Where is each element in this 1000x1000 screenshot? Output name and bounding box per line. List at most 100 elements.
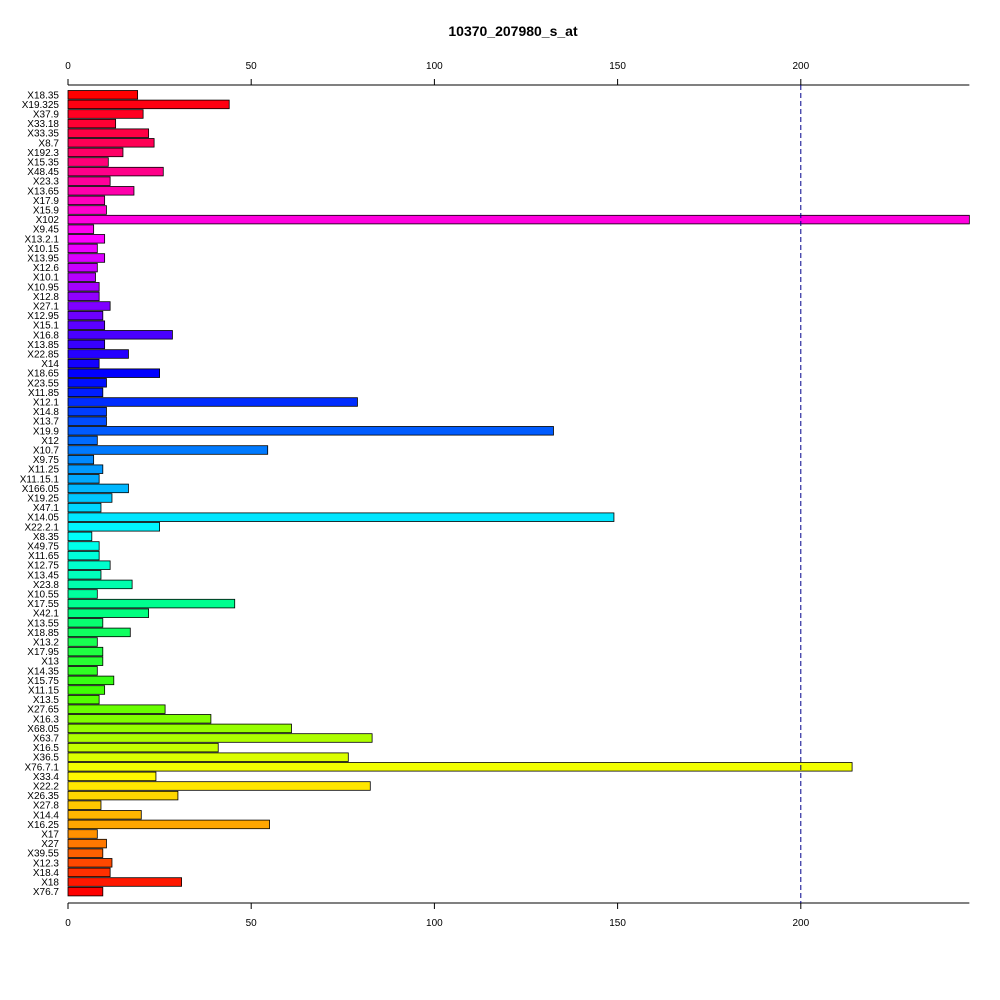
bar [67,522,160,532]
bar [67,493,113,503]
top-tick-label: 100 [426,61,443,72]
bar [67,157,109,167]
bar [67,666,98,676]
bar [67,858,113,868]
category-label: X16.3 [33,714,60,725]
bar [67,675,115,686]
bar [67,166,164,177]
top-tick-label: 150 [609,61,626,72]
bar [67,253,106,263]
category-label: X12.75 [27,561,59,572]
category-label: X18.85 [27,628,59,639]
bar [67,742,219,753]
bottom-tick-label: 150 [609,918,626,929]
category-label: X10.15 [27,244,59,255]
bar [67,550,100,561]
category-label: X102 [36,215,60,226]
category-label: X68.05 [27,724,59,735]
bar [67,368,160,378]
bar [67,234,106,244]
chart-title: 10370_207980_s_at [448,23,578,39]
category-label: X33.35 [27,129,59,140]
bar [67,733,373,743]
bar [67,349,129,359]
category-label: X15.9 [33,206,60,217]
bar [67,838,107,849]
category-label: X27.65 [27,705,59,716]
bar [67,147,124,158]
category-label: X17 [41,830,59,841]
bar [67,598,236,609]
category-label: X23.8 [33,580,60,591]
category-label: X10.1 [33,273,60,284]
bar [67,224,95,234]
category-label: X11.85 [28,388,59,399]
category-label: X23.55 [27,378,59,389]
category-label: X12.3 [33,858,60,869]
category-label: X14.8 [33,407,60,418]
bar [67,877,182,887]
bar [67,829,98,839]
bar [67,339,106,350]
bar [67,282,100,292]
bar [67,810,142,820]
bar [67,426,554,436]
bottom-tick-label: 0 [65,918,71,929]
category-label: X12.95 [27,311,59,322]
bar [67,454,95,465]
category-labels: X18.35X19.325X37.9X33.18X33.35X8.7X192.3… [20,90,60,898]
bar [67,512,615,522]
bottom-tick-label: 100 [426,918,443,929]
category-label: X14.35 [27,666,59,677]
category-label: X14.05 [27,513,59,524]
category-label: X13.95 [27,254,59,265]
bar [67,118,117,129]
category-label: X19.25 [27,494,59,505]
bar [67,378,107,388]
bar [67,128,150,138]
bar [67,195,106,206]
category-label: X9.75 [33,455,60,466]
bar [67,90,139,100]
category-label: X27.1 [33,302,60,313]
bottom-tick-label: 200 [792,918,809,929]
category-label: X13.2 [33,638,60,649]
category-label: X14 [41,359,59,370]
bar [67,176,111,186]
bar [67,723,292,734]
category-label: X18.65 [27,369,59,380]
bar [67,406,107,417]
bar [67,589,98,599]
category-label: X48.45 [27,167,59,178]
category-label: X33.18 [27,119,59,130]
bar [67,464,104,474]
category-label: X10.55 [27,590,59,601]
bar [67,397,358,407]
bar [67,483,129,494]
bar [67,819,270,830]
category-label: X18.35 [27,90,59,101]
bar [67,262,98,273]
category-label: X27.8 [33,801,60,812]
category-label: X16.25 [27,820,59,831]
category-label: X33.4 [33,772,60,783]
category-label: X8.7 [38,138,59,149]
bar [67,291,100,302]
category-label: X11.25 [28,465,59,476]
bar [67,637,98,647]
bar [67,579,133,590]
category-label: X26.35 [27,791,59,802]
bar [67,109,144,119]
top-tick-label: 0 [65,61,71,72]
category-label: X13.85 [27,340,59,351]
category-label: X13 [41,657,59,668]
bar [67,608,150,618]
category-label: X13.55 [27,618,59,629]
category-label: X8.35 [33,532,60,543]
bar [67,618,104,628]
bar [67,243,98,254]
bar [67,301,111,311]
category-label: X22.2 [33,782,60,793]
category-label: X22.2.1 [25,522,60,533]
category-label: X17.55 [27,599,59,610]
